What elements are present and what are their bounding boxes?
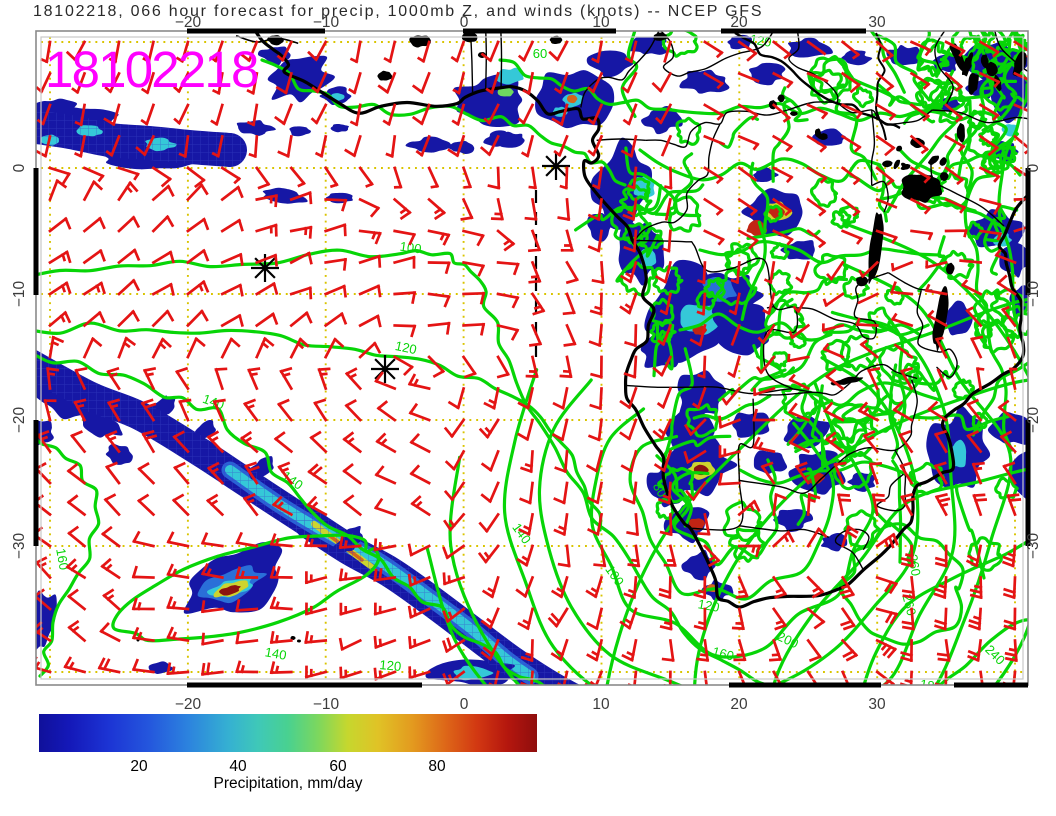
svg-text:Precipitation, mm/day: Precipitation, mm/day xyxy=(213,775,362,792)
svg-text:−10: −10 xyxy=(313,696,340,713)
svg-text:60: 60 xyxy=(329,758,347,775)
svg-text:30: 30 xyxy=(868,696,886,713)
svg-text:0: 0 xyxy=(11,163,28,172)
svg-text:20: 20 xyxy=(730,696,748,713)
svg-text:80: 80 xyxy=(428,758,446,775)
svg-text:20: 20 xyxy=(730,14,748,31)
svg-text:−10: −10 xyxy=(11,280,28,307)
svg-text:−30: −30 xyxy=(1025,532,1042,559)
svg-text:−30: −30 xyxy=(11,532,28,559)
svg-text:140: 140 xyxy=(264,644,288,663)
svg-text:160: 160 xyxy=(711,644,736,664)
svg-text:30: 30 xyxy=(868,14,886,31)
svg-text:18102218: 18102218 xyxy=(45,41,258,98)
svg-text:−10: −10 xyxy=(1025,280,1042,307)
svg-text:60: 60 xyxy=(533,46,547,61)
svg-text:−10: −10 xyxy=(313,14,340,31)
svg-text:120: 120 xyxy=(379,657,402,674)
svg-text:10: 10 xyxy=(592,14,610,31)
svg-text:18102218, 066 hour forecast fo: 18102218, 066 hour forecast for precip, … xyxy=(33,3,763,20)
svg-text:0: 0 xyxy=(1025,163,1042,172)
svg-text:40: 40 xyxy=(229,758,247,775)
svg-text:20: 20 xyxy=(130,758,148,775)
svg-text:10: 10 xyxy=(592,696,610,713)
svg-text:100: 100 xyxy=(399,239,423,257)
svg-text:0: 0 xyxy=(460,14,469,31)
svg-text:120: 120 xyxy=(697,596,721,615)
svg-text:−20: −20 xyxy=(175,14,202,31)
svg-text:−20: −20 xyxy=(175,696,202,713)
svg-text:180: 180 xyxy=(919,676,943,695)
svg-text:120: 120 xyxy=(394,338,418,357)
svg-text:−20: −20 xyxy=(1025,406,1042,433)
svg-text:−20: −20 xyxy=(11,406,28,433)
svg-text:0: 0 xyxy=(460,696,469,713)
